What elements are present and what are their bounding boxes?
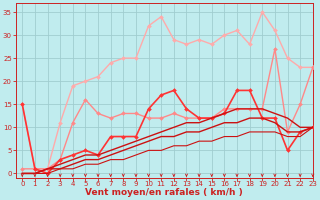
X-axis label: Vent moyen/en rafales ( km/h ): Vent moyen/en rafales ( km/h ) — [85, 188, 243, 197]
